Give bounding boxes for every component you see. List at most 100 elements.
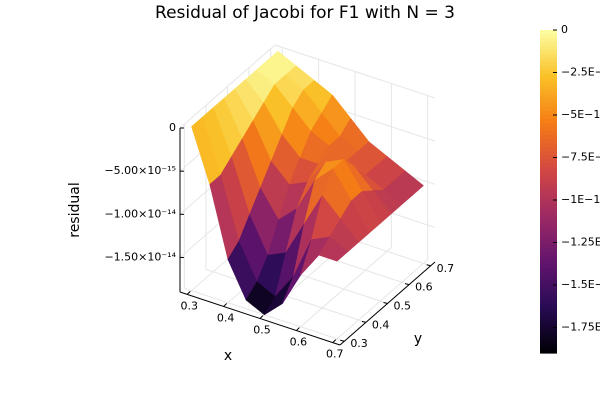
- z-tick-label: −1.50×10⁻¹⁴: [104, 250, 176, 263]
- y-tick: [404, 283, 410, 286]
- x-tick-label: 0.6: [290, 336, 308, 349]
- colorbar-tick-label: −1.75E−14: [561, 321, 600, 334]
- colorbar-step: [540, 248, 557, 253]
- colorbar-tick-label: −1.5E−14: [561, 278, 600, 291]
- colorbar-step: [540, 38, 557, 43]
- colorbar-step: [540, 74, 557, 80]
- colorbar-step: [540, 147, 557, 152]
- x-axis-label: x: [224, 348, 232, 364]
- y-tick: [340, 339, 345, 342]
- colorbar-step: [540, 207, 557, 213]
- x-tick: [296, 327, 300, 331]
- y-tick: [383, 302, 388, 304]
- chart-title: Residual of Jacobi for F1 with N = 3: [155, 3, 455, 23]
- colorbar-step: [540, 34, 557, 39]
- colorbar-step: [540, 272, 557, 277]
- colorbar-step: [540, 118, 557, 124]
- z-axis-label: residual: [67, 182, 83, 237]
- x-tick-label: 0.4: [217, 311, 235, 324]
- x-tick: [332, 339, 337, 343]
- x-tick: [223, 303, 227, 307]
- colorbar-step: [540, 167, 557, 172]
- colorbar-step: [540, 179, 557, 185]
- surface-patch: [318, 236, 349, 262]
- colorbar-step: [540, 280, 557, 285]
- colorbar-step: [540, 336, 557, 342]
- y-tick-label: 0.7: [437, 262, 455, 275]
- colorbar-step: [540, 106, 557, 112]
- colorbar-tick-label: 0: [561, 23, 568, 36]
- colorbar-step: [540, 110, 557, 116]
- colorbar-step: [540, 130, 557, 136]
- x-tick: [186, 291, 191, 295]
- colorbar-step: [540, 58, 557, 63]
- colorbar-step: [540, 296, 557, 302]
- colorbar-step: [540, 187, 557, 193]
- y-tick: [361, 320, 367, 323]
- colorbar-step: [540, 284, 557, 289]
- x-tick: [259, 315, 264, 319]
- colorbar-step: [540, 94, 557, 100]
- colorbar-step: [540, 102, 557, 108]
- colorbar-step: [540, 155, 557, 160]
- colorbar-step: [540, 203, 557, 209]
- colorbar-step: [540, 159, 557, 164]
- colorbar-step: [540, 54, 557, 59]
- colorbar-step: [540, 268, 557, 273]
- x-tick-label: 0.3: [181, 299, 199, 312]
- colorbar-step: [540, 211, 557, 217]
- colorbar-step: [540, 195, 557, 201]
- colorbar-step: [540, 264, 557, 269]
- colorbar-step: [540, 70, 557, 76]
- colorbar-step: [540, 82, 557, 88]
- colorbar-step: [540, 348, 557, 354]
- colorbar-step: [540, 151, 557, 156]
- colorbar-step: [540, 90, 557, 96]
- colorbar-step: [540, 312, 557, 318]
- colorbar-step: [540, 235, 557, 241]
- y-tick-label: 0.5: [394, 300, 412, 313]
- colorbar-step: [540, 219, 557, 225]
- colorbar-step: [540, 163, 557, 168]
- colorbar-step: [540, 332, 557, 338]
- colorbar-step: [540, 86, 557, 92]
- colorbar-step: [540, 122, 557, 128]
- z-tick-label: 0: [169, 121, 176, 134]
- colorbar-step: [540, 260, 557, 265]
- colorbar-step: [540, 292, 557, 298]
- colorbar-tick-label: −5E−15: [561, 108, 600, 121]
- x-tick-label: 0.5: [253, 324, 271, 337]
- colorbar-step: [540, 50, 557, 55]
- colorbar-step: [540, 252, 557, 257]
- colorbar-step: [540, 276, 557, 281]
- colorbar-step: [540, 239, 557, 245]
- y-tick-label: 0.6: [415, 281, 433, 294]
- colorbar-step: [540, 320, 557, 326]
- y-tick-label: 0.4: [372, 318, 390, 331]
- colorbar-step: [540, 308, 557, 314]
- colorbar-step: [540, 215, 557, 221]
- colorbar-tick-label: −2.5E−15: [561, 66, 600, 79]
- colorbar-step: [540, 175, 557, 180]
- colorbar-step: [540, 126, 557, 132]
- colorbar-step: [540, 199, 557, 205]
- colorbar-tick-label: −7.5E−15: [561, 151, 600, 164]
- colorbar-tick-label: −1.25E−14: [561, 236, 600, 249]
- colorbar-step: [540, 256, 557, 261]
- colorbar-step: [540, 134, 557, 140]
- z-tick-label: −1.00×10⁻¹⁴: [104, 207, 176, 220]
- colorbar-step: [540, 243, 557, 249]
- colorbar-step: [540, 62, 557, 67]
- colorbar-step: [540, 316, 557, 322]
- colorbar-step: [540, 30, 557, 35]
- colorbar-step: [540, 328, 557, 334]
- colorbar-step: [540, 191, 557, 197]
- colorbar-step: [540, 304, 557, 310]
- z-tick-label: −5.00×10⁻¹⁵: [104, 164, 176, 177]
- colorbar-step: [540, 46, 557, 51]
- y-tick: [426, 264, 431, 267]
- colorbar-step: [540, 143, 557, 148]
- colorbar-step: [540, 183, 557, 189]
